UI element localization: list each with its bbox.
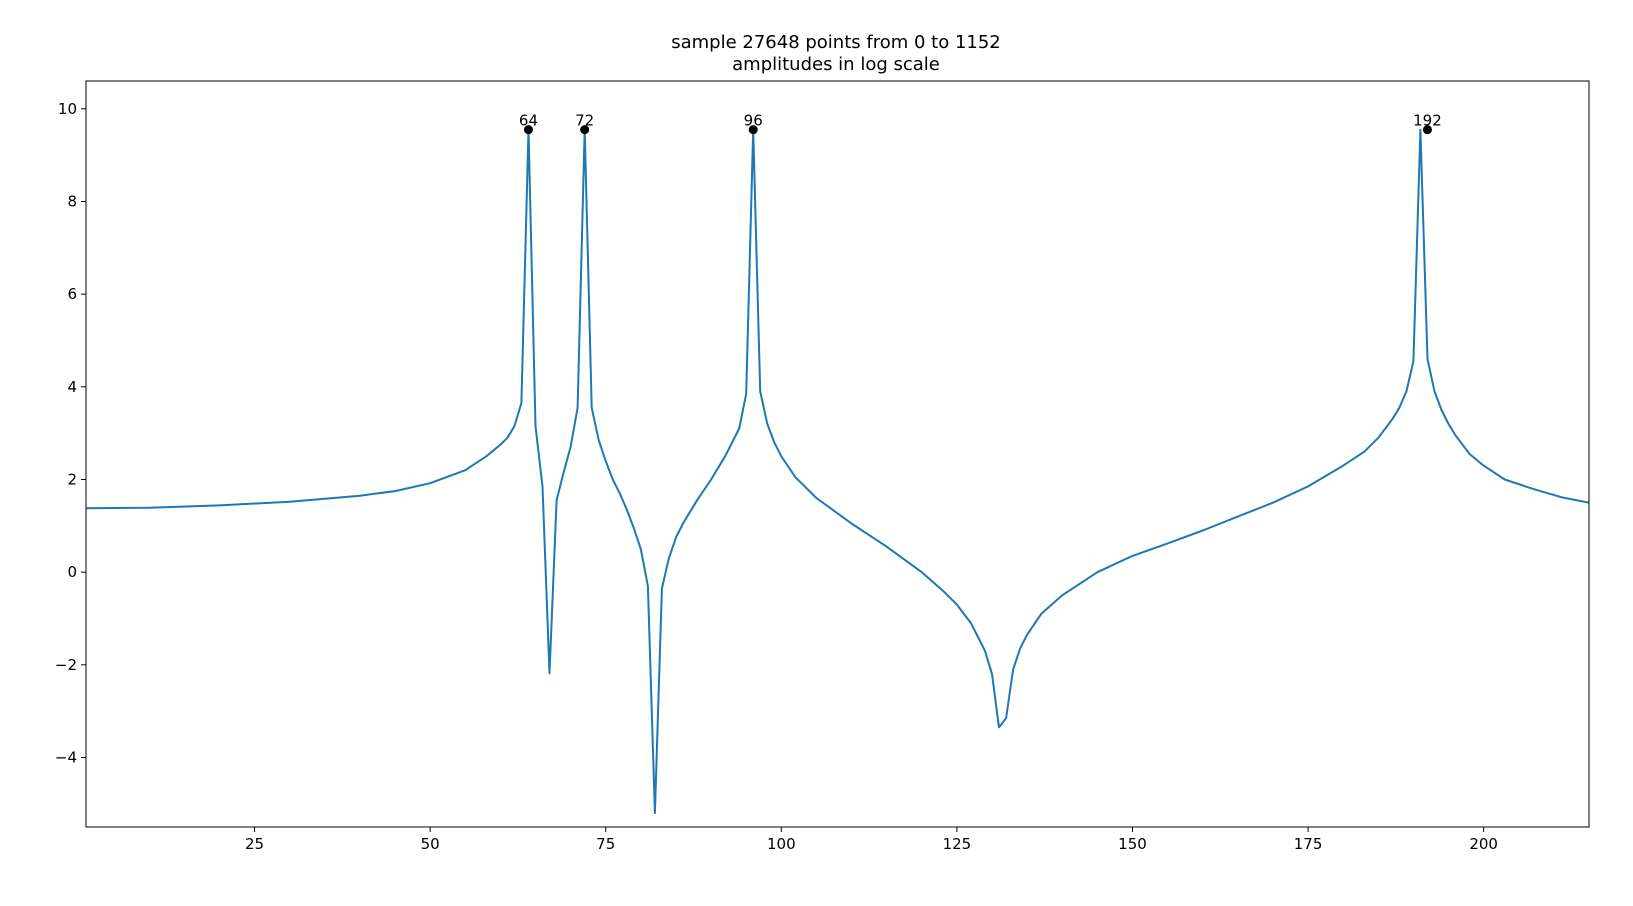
peak-point	[748, 125, 758, 135]
x-tick-label: 25	[245, 835, 264, 853]
peak-markers: 64 72 96 192	[519, 112, 1442, 135]
y-tick-label: 8	[67, 192, 77, 210]
plot-frame	[85, 80, 1590, 828]
y-tick-label: −2	[55, 656, 77, 674]
chart-title: sample 27648 points from 0 to 1152	[671, 32, 1001, 53]
peak-label: 96	[744, 112, 763, 130]
peak-point	[1422, 125, 1432, 135]
x-tick-label: 75	[596, 835, 615, 853]
y-tick-label: 4	[67, 378, 77, 396]
peak-label: 64	[519, 112, 538, 130]
peak-label: 72	[575, 112, 594, 130]
y-tick-label: 0	[67, 563, 77, 581]
y-tick-label: 6	[67, 285, 77, 303]
x-tick-label: 200	[1469, 835, 1498, 853]
peak-point	[580, 125, 590, 135]
peak-label: 192	[1413, 112, 1442, 130]
chart-subtitle: amplitudes in log scale	[732, 54, 940, 75]
x-tick-label: 175	[1294, 835, 1323, 853]
series-line-0	[85, 128, 1590, 815]
x-tick-label: 150	[1118, 835, 1147, 853]
y-tick-label: 10	[58, 100, 77, 118]
y-tick-label: −4	[55, 748, 77, 766]
peak-point	[523, 125, 533, 135]
x-tick-label: 125	[943, 835, 972, 853]
x-tick-label: 100	[767, 835, 796, 853]
x-axis-ticks: 25 50 75 100 125 150 175 200	[245, 827, 1498, 853]
series-group	[85, 128, 1590, 815]
y-tick-label: 2	[67, 470, 77, 488]
x-tick-label: 50	[421, 835, 440, 853]
y-axis-ticks: −4 −2 0 2 4 6 8 10	[55, 100, 86, 766]
